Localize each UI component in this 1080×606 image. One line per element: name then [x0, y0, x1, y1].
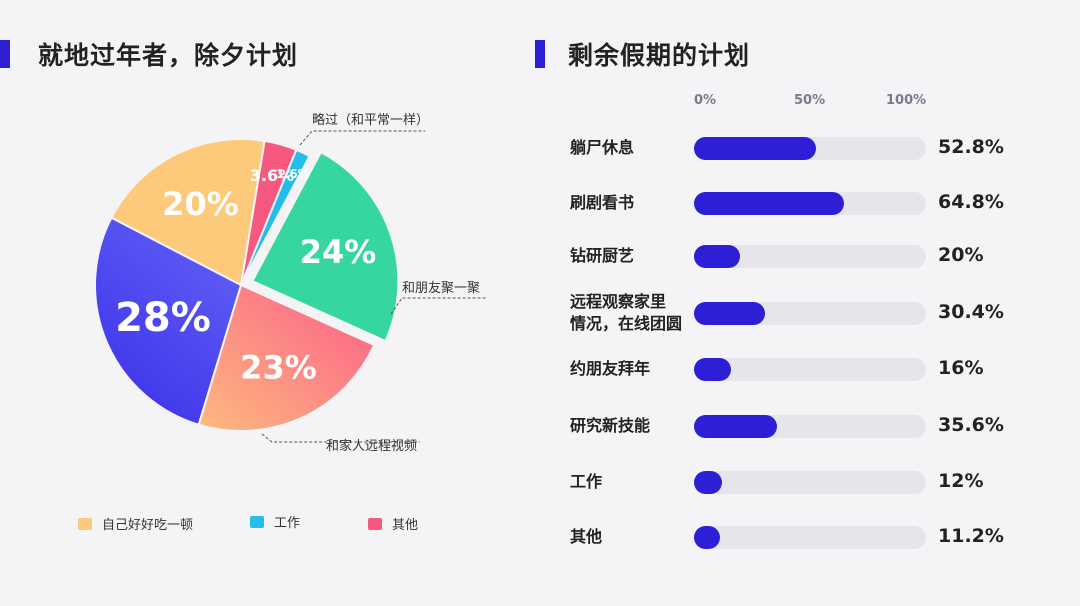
- pie-value-label-work: 1.6%: [276, 167, 309, 181]
- pie-slice-friends: [197, 283, 376, 432]
- bar-category-label: 其他: [570, 526, 602, 548]
- bar-category-label: 约朋友拜年: [570, 358, 650, 380]
- legend-label: 其他: [392, 518, 419, 533]
- legend-item-eat: 自己好好吃一顿: [78, 514, 193, 533]
- axis-tick-100: 100%: [886, 93, 927, 108]
- bar-fill: [694, 526, 720, 549]
- bar-track: [694, 471, 926, 494]
- pie-value-label-eat: 20%: [162, 185, 239, 223]
- pie-slice-skip: [250, 150, 400, 343]
- legend-label: 自己好好吃一顿: [102, 518, 194, 533]
- pie-value-label-skip: 24%: [300, 233, 377, 271]
- legend-swatch: [368, 517, 382, 530]
- axis-tick-0: 0%: [694, 93, 717, 108]
- callout-line-skip: [299, 130, 425, 146]
- bar-category-label: 钻研厨艺: [570, 245, 634, 267]
- bar-fill: [694, 192, 845, 215]
- bar-track: [694, 358, 926, 381]
- legend-item-work: 工作: [250, 512, 300, 531]
- legend-item-other: 其他: [368, 514, 418, 533]
- bar-value-label: 16%: [938, 357, 984, 379]
- bar-value-label: 30.4%: [938, 301, 1004, 323]
- pie-value-label-other: 3.6%: [250, 166, 294, 185]
- pie-value-label-friends: 23%: [240, 348, 317, 386]
- bar-track: [694, 526, 926, 549]
- callout-line-family: [261, 433, 420, 443]
- left-title-accent: [0, 40, 10, 68]
- pie-slice-work: [240, 148, 311, 286]
- callout-label-family: 和家人远程视频: [326, 438, 417, 454]
- bar-category-label-line: 约朋友拜年: [570, 359, 651, 378]
- pie-slice-eat: [110, 138, 266, 287]
- bar-value-label: 20%: [938, 244, 984, 266]
- pie-chart-title: 就地过年者，除夕计划: [38, 41, 299, 70]
- bar-value-label: 35.6%: [938, 414, 1004, 436]
- bar-category-label-line: 情况，在线团圆: [570, 314, 683, 333]
- bar-category-label-line: 研究新技能: [570, 416, 651, 435]
- legend-swatch: [78, 517, 92, 530]
- bar-value-label: 64.8%: [938, 191, 1004, 213]
- bar-category-label-line: 刷剧看书: [570, 193, 635, 212]
- bar-fill: [694, 245, 741, 268]
- bar-track: [694, 192, 926, 215]
- bar-fill: [694, 471, 722, 494]
- bar-fill: [694, 302, 765, 325]
- bar-track: [694, 415, 926, 438]
- callout-line-friends: [390, 297, 486, 315]
- bar-category-label: 刷剧看书: [570, 192, 634, 214]
- bar-category-label: 工作: [570, 471, 602, 493]
- pie-slice-family: [94, 216, 243, 426]
- callout-label-friends: 和朋友聚一聚: [402, 280, 480, 296]
- bar-fill: [694, 137, 817, 160]
- bar-category-label-line: 工作: [570, 472, 603, 491]
- bar-track: [694, 137, 926, 160]
- callout-label-skip: 略过（和平常一样）: [312, 112, 429, 128]
- bar-category-label-line: 钻研厨艺: [570, 246, 635, 265]
- bar-value-label: 12%: [938, 470, 984, 492]
- bar-value-label: 52.8%: [938, 136, 1004, 158]
- legend-swatch: [250, 515, 264, 528]
- bar-category-label-line: 躺尸休息: [570, 138, 635, 157]
- bar-category-label-line: 其他: [570, 527, 603, 546]
- right-title-accent: [535, 40, 545, 68]
- bar-category-label: 研究新技能: [570, 415, 650, 437]
- bar-track: [694, 245, 926, 268]
- axis-tick-50: 50%: [794, 93, 826, 108]
- legend-label: 工作: [274, 516, 301, 531]
- bar-category-label: 远程观察家里 情况，在线团圆: [570, 291, 682, 335]
- bar-fill: [694, 415, 777, 438]
- bar-fill: [694, 358, 732, 381]
- bar-value-label: 11.2%: [938, 525, 1004, 547]
- bar-chart-title: 剩余假期的计划: [568, 41, 751, 70]
- bar-category-label: 躺尸休息: [570, 137, 634, 159]
- bar-track: [694, 302, 926, 325]
- bar-category-label-line: 远程观察家里: [570, 292, 667, 311]
- pie-value-label-family: 28%: [115, 295, 211, 341]
